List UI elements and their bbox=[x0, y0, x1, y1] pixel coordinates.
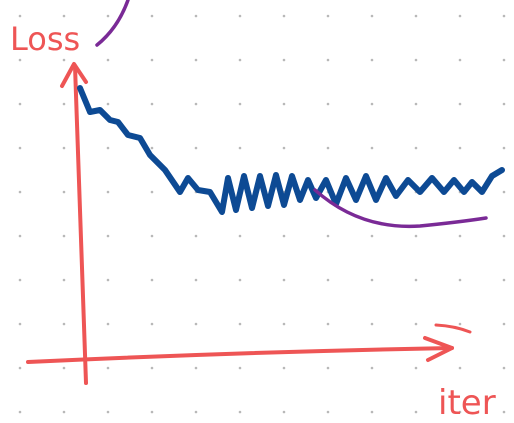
purple-curve bbox=[313, 188, 488, 229]
x-axis-mark bbox=[434, 323, 472, 334]
x-axis-arrow bbox=[423, 336, 454, 362]
y-axis bbox=[73, 64, 88, 385]
loss-curve bbox=[77, 85, 505, 215]
purple-curve-top bbox=[95, 0, 130, 47]
y-axis-label: Loss bbox=[10, 20, 80, 58]
x-axis-label: iter bbox=[438, 383, 496, 423]
x-axis bbox=[26, 346, 454, 364]
y-axis-arrow bbox=[60, 62, 88, 88]
